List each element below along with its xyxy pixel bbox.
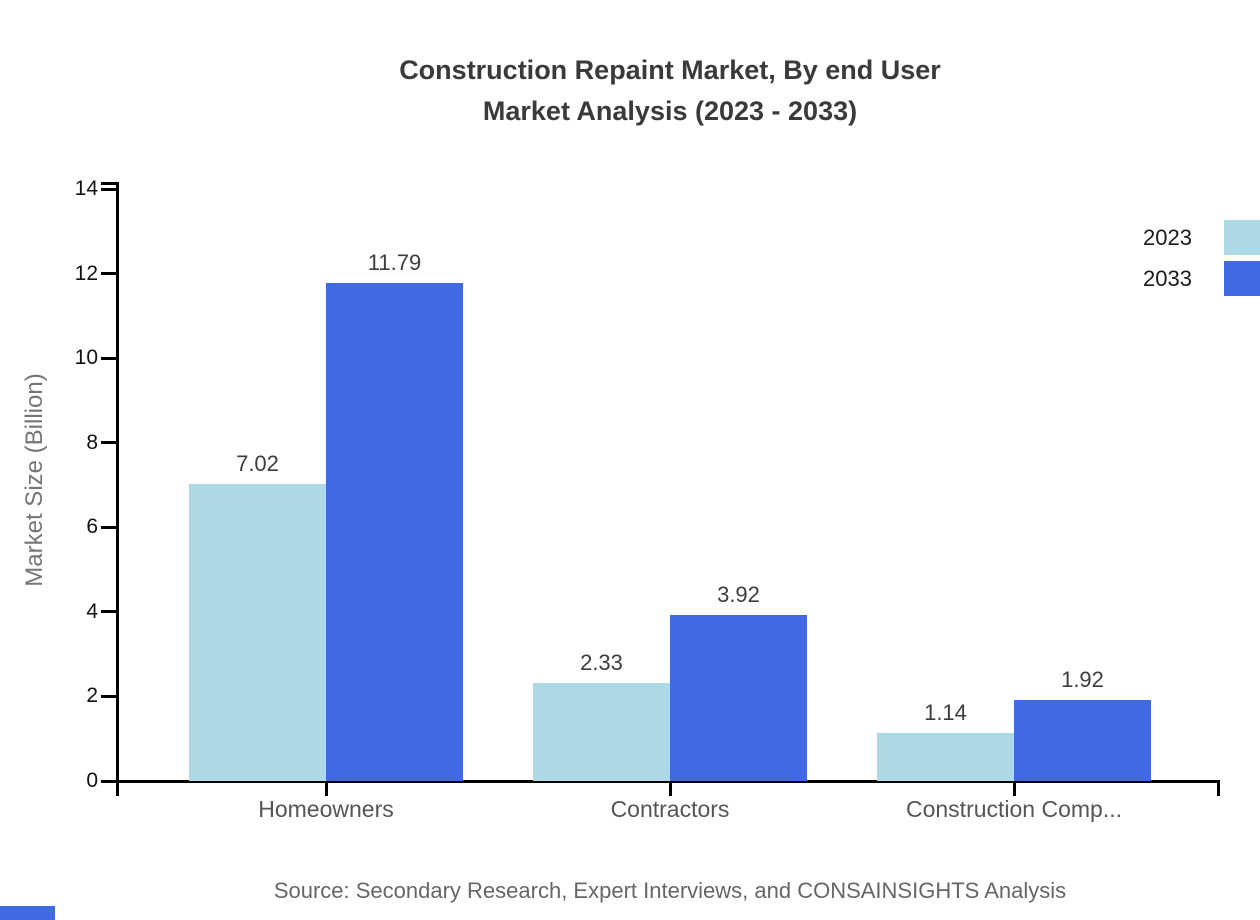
bar-value-label: 2.33 [580, 649, 623, 675]
bar-value-label: 3.92 [717, 582, 760, 608]
source-attribution: Source: Secondary Research, Expert Inter… [273, 878, 1067, 903]
chart-title-line2: Market Analysis (2023 - 2033) [482, 96, 858, 126]
y-tick-label: 8 [86, 430, 98, 454]
chart-title: Construction Repaint Market, By end User… [80, 50, 1260, 132]
y-axis-line [116, 182, 119, 783]
bar-2023-2 [877, 732, 1014, 781]
legend-label-2023: 2023 [1143, 225, 1192, 250]
y-tick-mark [101, 187, 116, 191]
y-tick-mark [101, 272, 116, 276]
x-tick-mark [668, 780, 672, 796]
y-tick-mark [101, 525, 116, 529]
legend-swatch-2023-icon [1224, 220, 1260, 255]
x-category-label: Construction Comp... [905, 796, 1123, 822]
x-category-label: Contractors [610, 796, 730, 822]
chart-title-line1: Construction Repaint Market, By end User [399, 55, 941, 85]
bar-value-label: 1.14 [924, 699, 967, 725]
y-tick-label: 10 [74, 346, 98, 370]
y-tick-label: 2 [86, 684, 98, 708]
legend-swatch-2033-icon [1224, 261, 1260, 296]
y-tick-label: 0 [86, 769, 98, 792]
y-tick-mark [101, 356, 116, 360]
y-axis-top-cap [101, 182, 119, 185]
x-axis-right-cap [1217, 780, 1220, 796]
bar-value-label: 7.02 [236, 451, 279, 477]
y-tick-mark [101, 779, 116, 783]
x-tick-mark [1012, 780, 1016, 796]
bar-2033-1 [670, 615, 807, 781]
bar-2033-2 [1014, 699, 1151, 781]
brand-accent-bar [0, 906, 55, 920]
x-category-label: Homeowners [258, 796, 394, 822]
legend-label-2033: 2033 [1143, 266, 1192, 291]
bar-value-label: 1.92 [1061, 666, 1104, 692]
x-tick-mark [324, 780, 328, 796]
bar-2023-0 [189, 484, 326, 781]
y-tick-mark [101, 441, 116, 445]
y-tick-label: 12 [74, 261, 98, 285]
bar-value-label: 11.79 [367, 249, 422, 275]
y-tick-mark [101, 610, 116, 614]
bar-2033-0 [326, 282, 463, 781]
y-tick-label: 4 [86, 599, 98, 623]
x-axis-line [116, 780, 1220, 783]
y-tick-label: 14 [74, 177, 98, 200]
bar-2023-1 [533, 682, 670, 781]
y-tick-label: 6 [86, 515, 98, 539]
y-tick-mark [101, 694, 116, 698]
x-axis-left-cap [116, 780, 119, 796]
